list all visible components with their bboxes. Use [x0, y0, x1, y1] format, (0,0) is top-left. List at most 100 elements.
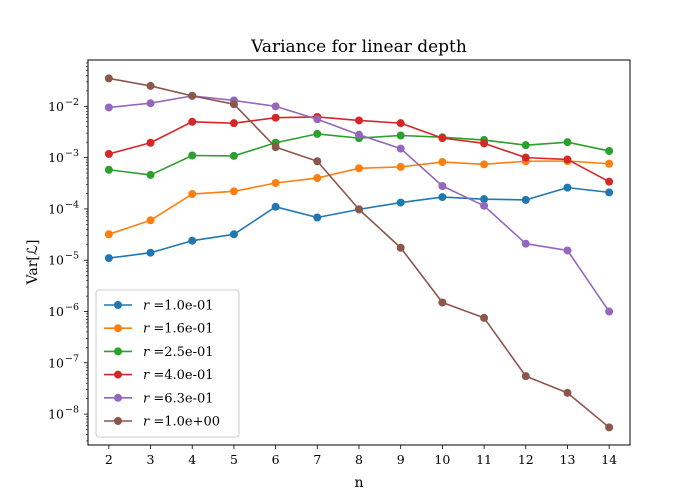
data-point [521, 141, 530, 150]
data-point [271, 143, 280, 152]
data-point [146, 138, 155, 147]
legend-item: r =1.0e+00 [104, 415, 220, 430]
data-point [521, 372, 530, 381]
legend-item: r =2.5e-01 [104, 345, 214, 360]
data-point [313, 129, 322, 138]
data-point [104, 230, 113, 239]
x-tick-label: 9 [397, 452, 405, 467]
data-point [605, 159, 614, 168]
legend-label: r =4.0e-01 [143, 368, 214, 383]
data-point [188, 91, 197, 100]
data-point [271, 202, 280, 211]
plot-area-frame [87, 59, 631, 446]
y-tick-exponent: −4 [65, 199, 79, 210]
data-point [104, 165, 113, 174]
x-tick-label: 4 [188, 452, 196, 467]
data-point [188, 236, 197, 245]
data-point [313, 115, 322, 124]
data-point [396, 162, 405, 171]
axis-ticks: 2 3 4 5 6 7 8 9 10 11 12 13 1410−810−710−610−510−410… [48, 62, 617, 467]
data-point [104, 103, 113, 112]
x-tick-label: 14 [601, 452, 617, 467]
data-point [229, 151, 238, 160]
data-point [146, 170, 155, 179]
data-point [480, 139, 489, 148]
legend-swatch-marker [114, 347, 122, 356]
x-tick-label: 11 [476, 452, 492, 467]
data-point [521, 153, 530, 162]
data-point [313, 213, 322, 222]
data-point [146, 81, 155, 90]
legend-swatch-marker [114, 301, 122, 309]
legend-swatch-marker [114, 324, 122, 333]
legend-box [95, 289, 240, 438]
data-point [271, 102, 280, 111]
y-tick-label: 10 [48, 355, 64, 370]
legend-item: r =1.6e-01 [104, 322, 214, 337]
data-point [438, 134, 447, 143]
y-tick-exponent: −3 [65, 148, 79, 159]
y-tick-exponent: −6 [65, 302, 79, 313]
data-point [188, 151, 197, 160]
y-tick-exponent: −2 [65, 97, 79, 108]
data-point [229, 230, 238, 239]
y-axis-label: Var[ℒ] [25, 240, 41, 286]
legend-label: r =1.0e+00 [143, 415, 220, 430]
y-tick-label: 10 [48, 201, 64, 216]
data-point [104, 254, 113, 263]
x-tick-label: 8 [355, 452, 363, 467]
x-tick-label: 7 [313, 452, 321, 467]
data-point [229, 119, 238, 128]
data-point [563, 138, 572, 147]
data-point [438, 193, 447, 202]
y-tick-label: 10 [48, 407, 64, 422]
series-1 [104, 183, 614, 263]
x-tick-label: 5 [230, 452, 238, 467]
data-point [188, 117, 197, 126]
data-point [438, 181, 447, 190]
x-tick-label: 6 [272, 452, 280, 467]
data-point [605, 146, 614, 155]
data-point [396, 144, 405, 153]
data-point [146, 248, 155, 257]
x-tick-label: 12 [518, 452, 534, 467]
data-point [188, 190, 197, 199]
data-point [313, 174, 322, 183]
data-point [355, 130, 363, 139]
y-tick-exponent: −5 [65, 251, 79, 262]
data-point [146, 99, 155, 108]
legend-swatch-marker [114, 417, 122, 425]
chart-legend: r =1.0e-01 r =1.6e-01 r =2.5e-01 r =4.0e-01… [95, 289, 240, 438]
data-point [563, 155, 572, 164]
x-tick-label: 2 [105, 452, 113, 467]
series-line [108, 186, 610, 259]
x-axis-label: n [354, 475, 363, 491]
data-point [521, 239, 530, 248]
x-tick-label: 13 [560, 452, 576, 467]
y-tick-label: 10 [48, 150, 64, 165]
x-tick-label: 10 [434, 452, 450, 467]
y-tick-label: 10 [48, 99, 64, 114]
chart-title: Variance for linear depth [250, 37, 467, 57]
series-6 [104, 74, 614, 432]
y-tick-exponent: −8 [65, 405, 79, 416]
series-5 [104, 91, 614, 316]
y-tick-label: 10 [48, 304, 64, 319]
data-point [396, 119, 405, 128]
data-point [521, 195, 530, 204]
legend-swatch-marker [114, 370, 122, 379]
legend-item: r =1.0e-01 [104, 299, 214, 314]
data-point [396, 243, 405, 252]
data-point [480, 313, 489, 322]
data-point [271, 179, 280, 188]
data-point [355, 116, 363, 125]
data-point [438, 158, 447, 167]
data-point [605, 177, 614, 186]
legend-label: r =1.6e-01 [143, 322, 214, 337]
data-point [355, 164, 363, 173]
data-point [480, 160, 489, 169]
legend-item: r =6.3e-01 [104, 391, 214, 406]
y-tick-exponent: −7 [65, 353, 79, 364]
